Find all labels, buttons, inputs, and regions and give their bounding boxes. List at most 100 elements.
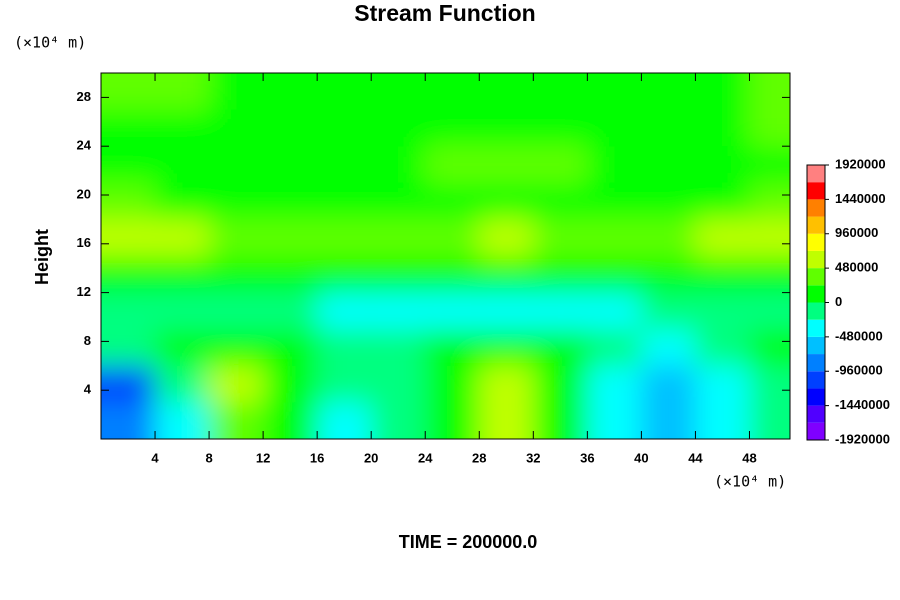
field-cell (263, 402, 318, 439)
field-cell (641, 329, 696, 366)
field-cell (101, 256, 156, 293)
y-unit: (×10⁴ m) (14, 34, 86, 52)
field-cell (587, 219, 642, 256)
field-cell (425, 365, 480, 403)
field-cell (695, 329, 750, 366)
field-cell (749, 329, 790, 366)
field-cell (209, 73, 264, 110)
field-cell (425, 329, 480, 366)
field-cell (317, 256, 372, 293)
x-tick-label: 40 (634, 450, 648, 465)
y-tick-label: 20 (77, 186, 91, 201)
x-tick-label: 28 (472, 450, 486, 465)
field-cell (533, 365, 588, 403)
field-cell (587, 292, 642, 330)
colorbar-band (807, 199, 825, 217)
field-cell (695, 292, 750, 330)
field-cell (209, 182, 264, 220)
field-cell (371, 329, 426, 366)
field-cell (263, 182, 318, 220)
field-cell (587, 365, 642, 403)
field-cell (533, 146, 588, 183)
field-cell (425, 146, 480, 183)
field-cell (371, 365, 426, 403)
field-cell (749, 182, 790, 220)
field-cell (155, 109, 210, 147)
field-cell (587, 256, 642, 293)
field-cell (155, 182, 210, 220)
field-cells (101, 73, 790, 439)
field-cell (371, 182, 426, 220)
field-cell (317, 109, 372, 147)
field-cell (641, 182, 696, 220)
field-cell (695, 182, 750, 220)
field-cell (101, 146, 156, 183)
field-cell (101, 73, 156, 110)
colorbar-band (807, 319, 825, 337)
field-cell (155, 292, 210, 330)
field-cell (209, 365, 264, 403)
field-cell (641, 365, 696, 403)
colorbar-band (807, 285, 825, 303)
field-cell (317, 402, 372, 439)
field-cell (371, 73, 426, 110)
colorbar-tick-label: -480000 (835, 328, 883, 343)
field-cell (695, 365, 750, 403)
field-cell (533, 109, 588, 147)
field-cell (263, 146, 318, 183)
field-cell (263, 292, 318, 330)
chart-title: Stream Function (354, 0, 535, 26)
field-cell (587, 73, 642, 110)
x-tick-label: 32 (526, 450, 540, 465)
x-tick-label: 36 (580, 450, 594, 465)
field-cell (587, 146, 642, 183)
field-cell (263, 109, 318, 147)
contour-field (101, 73, 790, 439)
field-cell (479, 365, 534, 403)
field-cell (101, 365, 156, 403)
colorbar-band (807, 354, 825, 372)
y-tick-label: 28 (77, 89, 91, 104)
field-cell (317, 182, 372, 220)
colorbar-band (807, 302, 825, 320)
colorbar-tick-label: -1440000 (835, 397, 890, 412)
field-cell (263, 365, 318, 403)
field-cell (533, 329, 588, 366)
field-cell (101, 109, 156, 147)
field-cell (101, 329, 156, 366)
colorbar-band (807, 336, 825, 355)
field-cell (263, 73, 318, 110)
field-cell (317, 73, 372, 110)
x-tick-label: 44 (688, 450, 703, 465)
colorbar-band (807, 268, 825, 286)
field-cell (749, 146, 790, 183)
field-cell (749, 256, 790, 293)
x-unit: (×10⁴ m) (714, 473, 786, 491)
field-cell (209, 329, 264, 366)
field-cell (749, 109, 790, 147)
y-axis-label: Height (32, 229, 52, 285)
field-cell (317, 219, 372, 256)
field-cell (641, 256, 696, 293)
plot-frame (100, 72, 791, 440)
field-cell (371, 256, 426, 293)
field-cell (641, 402, 696, 439)
field-cell (479, 329, 534, 366)
field-cell (425, 256, 480, 293)
colorbar-tick-label: 960000 (835, 225, 878, 240)
field-cell (425, 402, 480, 439)
field-cell (479, 73, 534, 110)
field-cell (155, 146, 210, 183)
field-cell (263, 256, 318, 293)
field-cell (533, 402, 588, 439)
field-cell (101, 219, 156, 256)
x-tick-label: 20 (364, 450, 378, 465)
field-cell (317, 292, 372, 330)
x-tick-label: 16 (310, 450, 324, 465)
field-cell (695, 73, 750, 110)
field-cell (695, 146, 750, 183)
colorbar-band (807, 182, 825, 200)
field-cell (695, 109, 750, 147)
field-cell (695, 256, 750, 293)
